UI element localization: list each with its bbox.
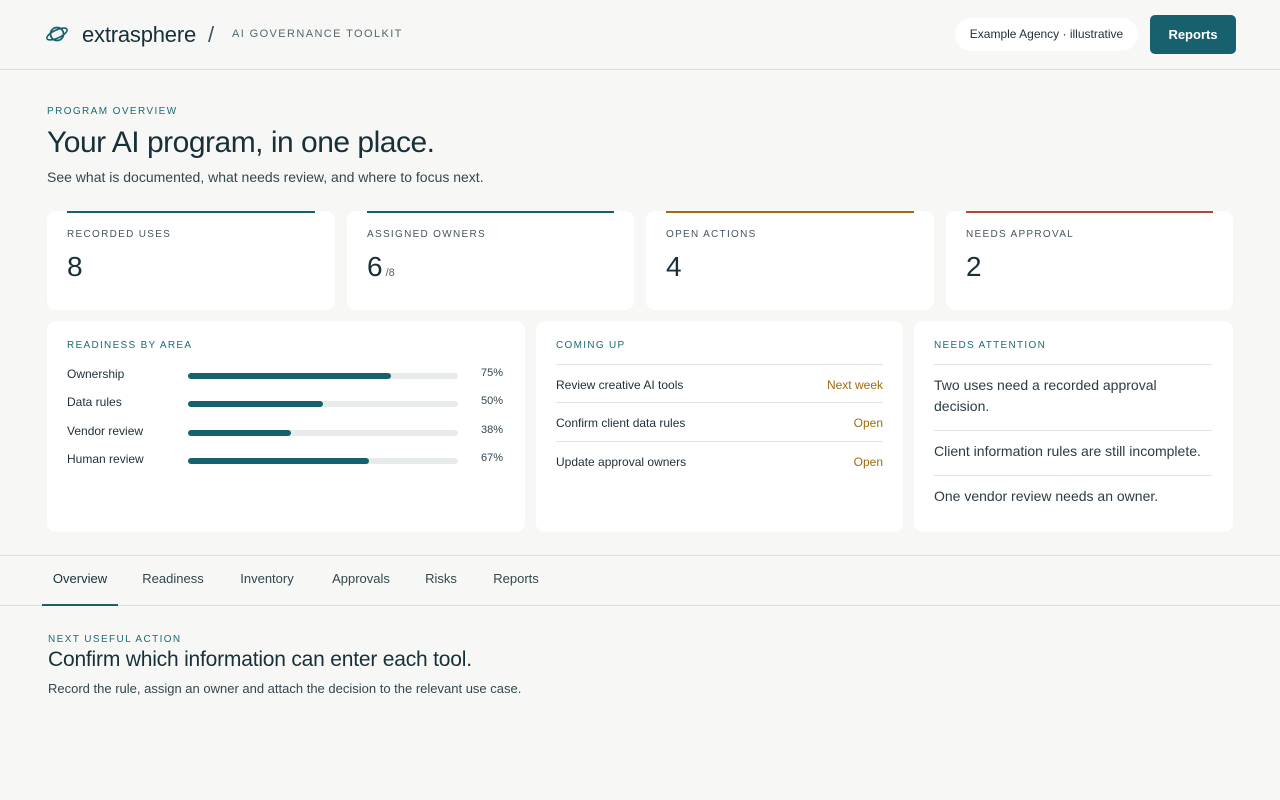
task-label: Review creative AI tools xyxy=(556,378,684,392)
panel-title: READINESS BY AREA xyxy=(67,340,193,351)
stat-value: 8 xyxy=(67,251,83,282)
tab-bar: Overview Readiness Inventory Approvals R… xyxy=(0,555,1280,606)
readiness-percent: 75% xyxy=(481,367,504,379)
readiness-percent: 67% xyxy=(481,452,504,464)
tab-risks[interactable]: Risks xyxy=(425,571,457,586)
tab-readiness[interactable]: Readiness xyxy=(142,571,204,586)
readiness-row[interactable]: Vendor review 38% xyxy=(67,424,507,444)
progress-fill xyxy=(188,401,323,407)
attention-item[interactable]: One vendor review needs an owner. xyxy=(934,475,1212,507)
status-badge: Open xyxy=(853,416,883,430)
coming-up-panel: COMING UP Review creative AI tools Next … xyxy=(536,321,903,532)
status-badge: Open xyxy=(853,455,883,469)
top-bar: extrasphere / AI GOVERNANCE TOOLKIT Exam… xyxy=(0,0,1280,70)
agency-badge[interactable]: Example Agency · illustrative xyxy=(955,18,1138,51)
stat-accent-bar xyxy=(666,211,914,213)
attention-item[interactable]: Two uses need a recorded approval decisi… xyxy=(934,364,1212,417)
stat-accent-bar xyxy=(67,211,315,213)
stat-value: 4 xyxy=(666,251,682,282)
next-action-subtitle: Record the rule, assign an owner and att… xyxy=(48,681,522,696)
progress-fill xyxy=(188,430,291,436)
breadcrumb-separator: / xyxy=(208,22,215,47)
brand-name[interactable]: extrasphere xyxy=(82,22,196,47)
task-label: Confirm client data rules xyxy=(556,416,686,430)
tab-approvals[interactable]: Approvals xyxy=(332,571,390,586)
stat-card-assigned-owners[interactable]: ASSIGNED OWNERS 6/8 xyxy=(347,211,634,310)
list-item[interactable]: Review creative AI tools Next week xyxy=(556,364,883,402)
readiness-label: Ownership xyxy=(67,367,125,381)
reports-button[interactable]: Reports xyxy=(1150,15,1236,54)
task-label: Update approval owners xyxy=(556,455,687,469)
page-title: Your AI program, in one place. xyxy=(47,126,435,159)
list-item[interactable]: Update approval owners Open xyxy=(556,441,883,479)
stat-label: NEEDS APPROVAL xyxy=(966,229,1075,240)
readiness-row[interactable]: Data rules 50% xyxy=(67,395,507,415)
attention-item[interactable]: Client information rules are still incom… xyxy=(934,430,1212,462)
readiness-row[interactable]: Human review 67% xyxy=(67,452,507,472)
panel-title: NEEDS ATTENTION xyxy=(934,340,1047,351)
stat-card-open-actions[interactable]: OPEN ACTIONS 4 xyxy=(646,211,934,310)
tab-reports[interactable]: Reports xyxy=(493,571,539,586)
product-name: AI GOVERNANCE TOOLKIT xyxy=(232,28,403,40)
readiness-label: Data rules xyxy=(67,395,122,409)
progress-track xyxy=(188,430,458,436)
stat-accent-bar xyxy=(367,211,614,213)
list-item[interactable]: Confirm client data rules Open xyxy=(556,402,883,440)
readiness-row[interactable]: Ownership 75% xyxy=(67,367,507,387)
readiness-percent: 50% xyxy=(481,395,504,407)
stat-label: OPEN ACTIONS xyxy=(666,229,757,240)
stat-card-needs-approval[interactable]: NEEDS APPROVAL 2 xyxy=(946,211,1233,310)
readiness-label: Vendor review xyxy=(67,424,144,438)
readiness-percent: 38% xyxy=(481,424,504,436)
stat-card-recorded-uses[interactable]: RECORDED USES 8 xyxy=(47,211,335,310)
tab-overview[interactable]: Overview xyxy=(42,556,118,606)
progress-track xyxy=(188,458,458,464)
stat-accent-bar xyxy=(966,211,1213,213)
readiness-panel: READINESS BY AREA Ownership 75% Data rul… xyxy=(47,321,525,532)
progress-track xyxy=(188,401,458,407)
next-action-eyebrow: NEXT USEFUL ACTION xyxy=(48,634,182,645)
needs-attention-panel: NEEDS ATTENTION Two uses need a recorded… xyxy=(914,321,1233,532)
progress-fill xyxy=(188,373,391,379)
stat-value: 2 xyxy=(966,251,982,282)
planet-ring-icon[interactable] xyxy=(45,24,69,44)
next-action-title: Confirm which information can enter each… xyxy=(48,648,472,671)
overview-eyebrow: PROGRAM OVERVIEW xyxy=(47,106,178,117)
stat-suffix: /8 xyxy=(385,267,395,279)
tab-inventory[interactable]: Inventory xyxy=(240,571,294,586)
page-subtitle: See what is documented, what needs revie… xyxy=(47,169,484,185)
progress-track xyxy=(188,373,458,379)
panel-title: COMING UP xyxy=(556,340,626,351)
stat-value: 6/8 xyxy=(367,251,395,282)
status-badge: Next week xyxy=(826,378,883,392)
stat-label: ASSIGNED OWNERS xyxy=(367,229,486,240)
readiness-label: Human review xyxy=(67,452,144,466)
progress-fill xyxy=(188,458,369,464)
stat-label: RECORDED USES xyxy=(67,229,172,240)
